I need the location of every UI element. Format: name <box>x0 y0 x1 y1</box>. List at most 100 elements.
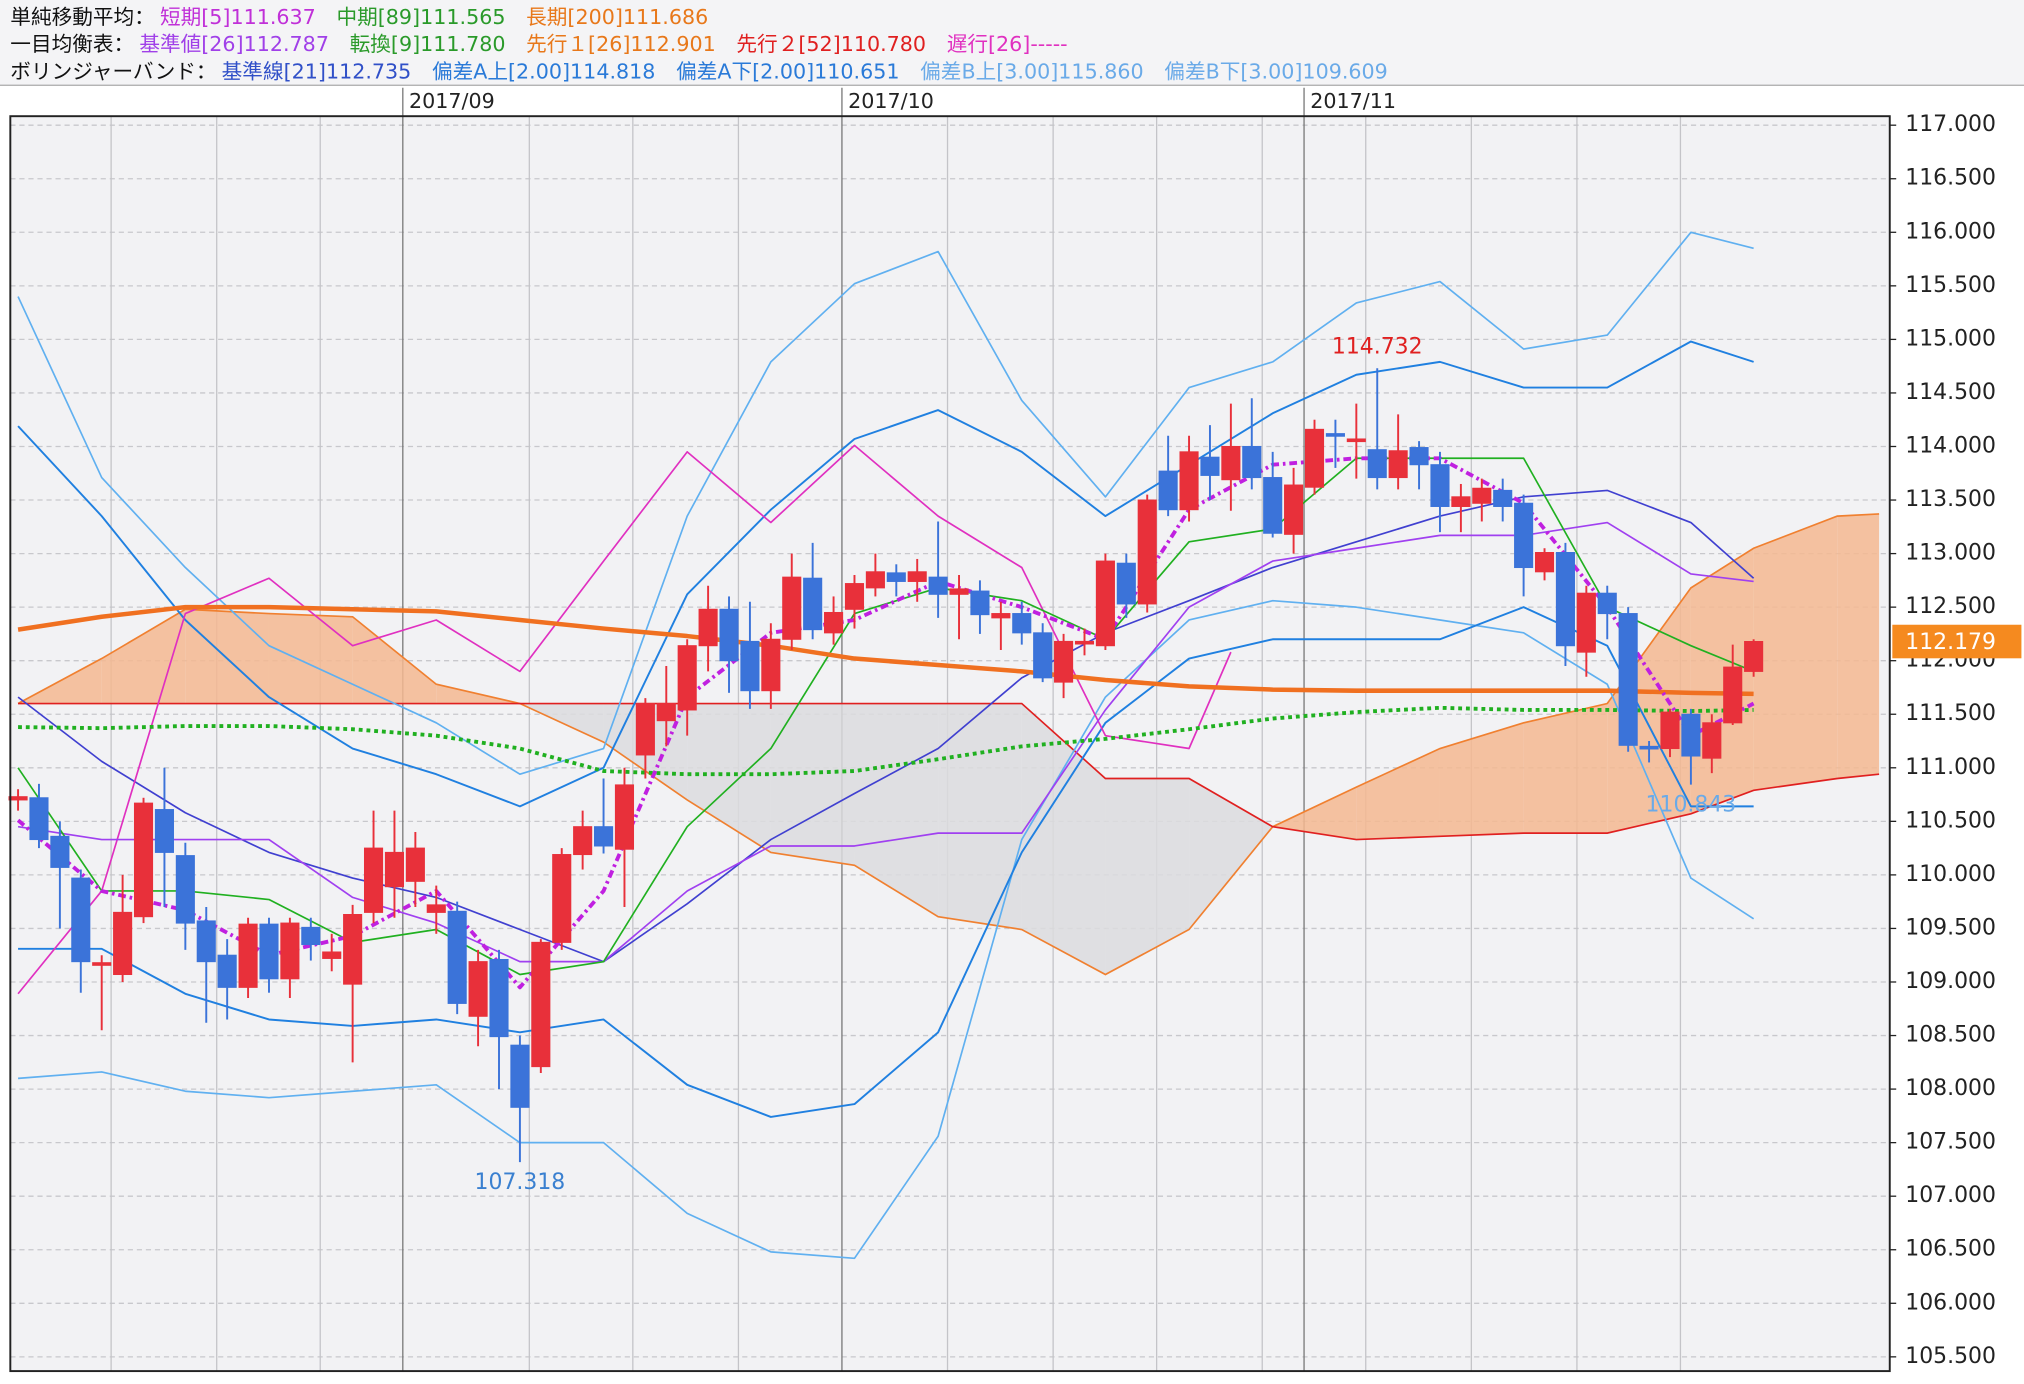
candle-body <box>426 904 446 913</box>
cloud-fill <box>1356 748 1440 840</box>
y-tick-label: 109.500 <box>1905 915 1996 940</box>
header-line: 単純移動平均： 短期[5]111.637 中期[89]111.565 長期[200]1… <box>10 5 708 29</box>
candle-body <box>510 1044 530 1108</box>
candle-body <box>1221 445 1241 481</box>
candle-body <box>1555 552 1575 647</box>
candle-body <box>92 962 112 966</box>
candle-body <box>719 608 739 662</box>
cloud-fill <box>1105 778 1190 975</box>
candle-body <box>865 571 885 589</box>
indicator-line <box>17 604 1754 697</box>
candle-body <box>1576 592 1596 653</box>
y-tick-label: 108.000 <box>1905 1076 1996 1101</box>
candle-body <box>1263 477 1283 534</box>
price-tag <box>1892 624 2022 659</box>
candle-body <box>1430 464 1450 507</box>
y-tick-label: 106.500 <box>1905 1237 1996 1262</box>
x-tick-label: 2017/09 <box>409 89 495 113</box>
candle-body <box>1367 449 1387 479</box>
candle-body <box>656 703 676 722</box>
header-line: 一目均衡表： 基準値[26]112.787 転換[9]111.780 先行１[26]1… <box>10 32 1067 56</box>
candle-body <box>552 854 572 943</box>
y-tick-label: 112.500 <box>1905 594 1996 619</box>
header-label: ボリンジャーバンド： <box>10 59 216 83</box>
candle-body <box>573 826 593 856</box>
cloud-fill <box>1607 587 1691 834</box>
candle-body <box>1702 722 1722 759</box>
candle-body <box>1472 487 1492 504</box>
candle-body <box>1325 433 1345 437</box>
candle-body <box>1304 428 1325 488</box>
candle-body <box>1451 496 1471 507</box>
indicator-line <box>17 231 1754 776</box>
candle-body <box>301 926 321 946</box>
candle-body <box>1179 451 1199 511</box>
candle-body <box>8 796 28 801</box>
indicator-line <box>18 705 1754 777</box>
y-tick-label: 105.500 <box>1905 1344 1996 1369</box>
candle-body <box>782 576 802 640</box>
cloud-fill <box>185 609 269 704</box>
y-tick-label: 115.500 <box>1905 273 1996 298</box>
candle-body <box>1033 632 1053 679</box>
indicator-line <box>17 340 1754 808</box>
candle-body <box>1639 745 1659 750</box>
candle-body <box>71 877 91 963</box>
header-line: ボリンジャーバンド： 基準線[21]112.735 偏差A上[2.00]114.81… <box>10 59 1387 83</box>
cloud-fill <box>1523 703 1608 834</box>
y-tick-label: 113.500 <box>1905 487 1996 512</box>
candle-body <box>1054 640 1074 683</box>
y-tick-label: 110.000 <box>1905 862 1996 887</box>
candle-body <box>1200 456 1220 476</box>
annotation: 110.843 <box>1646 792 1737 817</box>
candle-body <box>29 797 49 841</box>
header-item: 基準線[21]112.735 <box>222 59 412 83</box>
header-bar <box>0 0 2024 86</box>
cloud-fill <box>854 703 939 917</box>
candle-body <box>468 961 488 1017</box>
candle-body <box>217 954 237 988</box>
candle-body <box>698 608 718 647</box>
header-label: 単純移動平均： <box>10 5 154 29</box>
indicator-line <box>17 521 1754 963</box>
candle-body <box>803 577 823 631</box>
candle-body <box>949 588 969 595</box>
candle-body <box>280 922 300 980</box>
candle-body <box>531 941 551 1068</box>
candle-body <box>384 851 405 888</box>
y-tick-label: 116.500 <box>1905 166 1996 191</box>
candle-body <box>594 826 614 847</box>
candle-body <box>238 923 258 988</box>
y-tick-label: 114.000 <box>1905 433 1996 458</box>
y-tick-label: 115.000 <box>1905 326 1996 351</box>
plot-border <box>9 115 1891 1373</box>
candle-body <box>1116 562 1136 605</box>
price-tag-label: 112.179 <box>1905 630 1996 655</box>
candle-body <box>1284 484 1304 535</box>
candle-body <box>1681 713 1701 757</box>
cloud-fill <box>1021 703 1106 975</box>
candle-body <box>1618 613 1638 746</box>
header-label: 一目均衡表： <box>10 32 134 56</box>
annotation: 107.318 <box>475 1170 566 1195</box>
candle-body <box>1242 445 1262 479</box>
cloud-fill <box>1272 787 1357 840</box>
candle-body <box>113 911 133 976</box>
candle-body <box>133 802 154 918</box>
candle-body <box>259 923 279 980</box>
cloud-fill <box>1690 548 1754 814</box>
candle-body <box>970 590 990 616</box>
candle-body <box>1597 592 1617 615</box>
annotation: 114.732 <box>1332 334 1423 359</box>
candle-body <box>1074 640 1095 645</box>
candle-body <box>196 920 216 963</box>
y-tick-label: 107.000 <box>1905 1183 1996 1208</box>
cloud-fill <box>770 703 855 866</box>
header-item: 遅行[26]----- <box>947 32 1068 56</box>
candle-body <box>635 703 655 756</box>
candle-body <box>1660 711 1680 750</box>
header-item: 転換[9]111.780 <box>350 32 506 56</box>
x-tick-label: 2017/10 <box>848 89 934 113</box>
candle-body <box>928 576 948 595</box>
